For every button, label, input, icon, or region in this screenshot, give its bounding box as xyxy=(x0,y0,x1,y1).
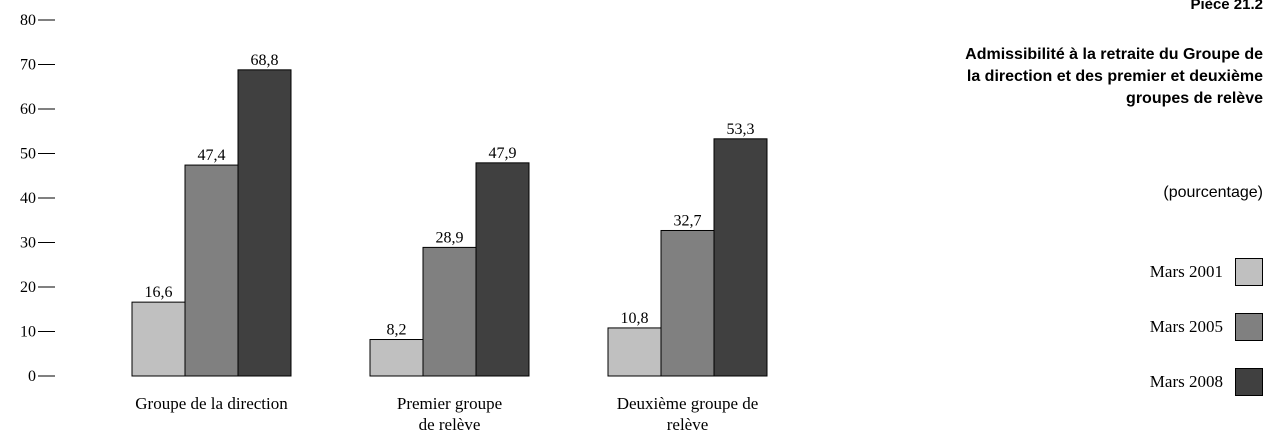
category-label-line: relève xyxy=(667,415,709,434)
y-tick-label: 50 xyxy=(20,146,36,163)
chart-subtitle: (pourcentage) xyxy=(1163,184,1263,201)
category-label: Premier groupe de relève xyxy=(397,394,502,434)
legend-label: Mars 2008 xyxy=(1149,372,1223,391)
bar-value-label: 10,8 xyxy=(621,310,649,327)
bar-chart: 0 10 20 30 40 50 60 70 80 16,6 47,4 68,8 Groupe de l… xyxy=(20,12,768,434)
bar xyxy=(607,327,662,377)
bar-value-label: 28,9 xyxy=(436,229,464,246)
bar-value-label: 53,3 xyxy=(727,121,755,138)
legend-item-2001: Mars 2001 xyxy=(1150,258,1263,286)
category-label-line: Premier groupe xyxy=(397,394,502,413)
legend-item-2005: Mars 2005 xyxy=(1150,313,1263,341)
bar-value-label: 32,7 xyxy=(674,212,702,229)
category-label-line: Deuxième groupe de xyxy=(617,394,759,413)
y-tick-label: 30 xyxy=(20,235,36,252)
legend-swatch xyxy=(1235,368,1263,396)
bar-value-label: 8,2 xyxy=(387,322,407,339)
y-tick-label: 70 xyxy=(20,57,36,74)
y-tick-label: 0 xyxy=(28,368,36,385)
legend-label: Mars 2005 xyxy=(1149,317,1223,336)
chart-title: Admissibilité à la retraite du Groupe de… xyxy=(965,46,1263,107)
y-tick-label: 60 xyxy=(20,101,36,118)
y-tick-label: 40 xyxy=(20,190,36,207)
bar-value-label: 47,9 xyxy=(489,145,517,162)
legend-label: Mars 2001 xyxy=(1149,262,1223,281)
legend-swatch xyxy=(1235,258,1263,286)
exhibit-number: Pièce 21.2 xyxy=(1190,0,1263,13)
bar-value-label: 16,6 xyxy=(145,284,173,301)
category-label-line: de relève xyxy=(419,415,481,434)
category-label: Deuxième groupe de relève xyxy=(617,394,759,434)
bar xyxy=(422,246,477,377)
bar xyxy=(713,138,768,377)
legend-swatch xyxy=(1235,313,1263,341)
category-label-line: Groupe de la direction xyxy=(135,394,288,413)
bar xyxy=(369,339,424,377)
y-tick-label: 20 xyxy=(20,279,36,296)
bar xyxy=(475,162,530,377)
y-tick-label: 10 xyxy=(20,324,36,341)
bar-value-label: 68,8 xyxy=(251,52,279,69)
legend-item-2008: Mars 2008 xyxy=(1150,368,1263,396)
category-label: Groupe de la direction xyxy=(135,394,288,413)
bar-value-label: 47,4 xyxy=(198,147,226,164)
y-tick-label: 80 xyxy=(20,12,36,29)
bar xyxy=(237,69,292,377)
bar xyxy=(131,301,186,377)
bar xyxy=(184,164,239,377)
bar xyxy=(660,229,715,377)
